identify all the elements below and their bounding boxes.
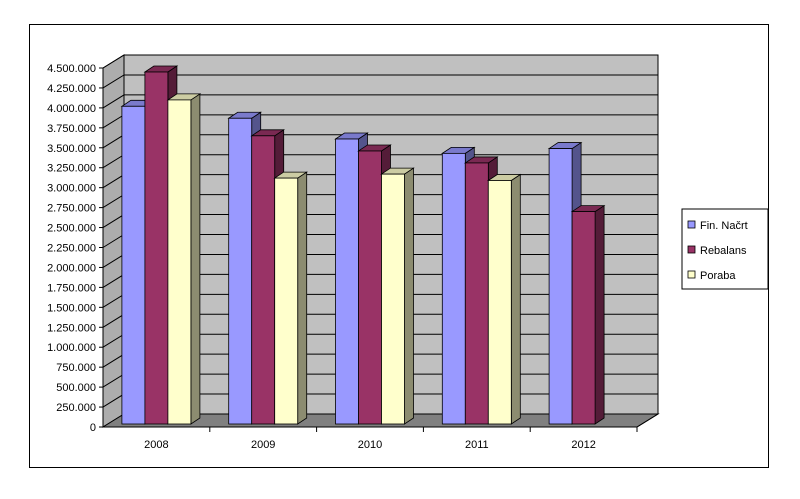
bar-side bbox=[510, 173, 521, 425]
y-axis-ticks: 0 250.000 500.000 750.000 1.000.000 1.250.000… bbox=[47, 63, 103, 434]
floor-edge bbox=[636, 413, 659, 428]
y-tick-label: 750.000 bbox=[56, 362, 96, 374]
y-tick-label: 3.750.000 bbox=[47, 123, 96, 135]
bars bbox=[120, 65, 606, 425]
bar-front bbox=[464, 162, 489, 425]
bar-front bbox=[167, 99, 192, 425]
bar-front bbox=[144, 71, 169, 425]
y-tick-label: 2.250.000 bbox=[47, 243, 96, 255]
bar-front bbox=[274, 177, 299, 425]
x-tick-label: 2010 bbox=[358, 439, 382, 451]
bar-front bbox=[335, 138, 359, 425]
gridline bbox=[102, 74, 658, 89]
bar-side bbox=[404, 167, 414, 425]
y-tick-label: 4.000.000 bbox=[47, 103, 96, 115]
gridline bbox=[102, 94, 658, 109]
legend: Fin. Načrt Rebalans Poraba bbox=[681, 208, 769, 290]
y-tick-label: 500.000 bbox=[56, 382, 96, 394]
bar-side bbox=[190, 93, 201, 425]
x-axis-ticks: 2008 2009 2010 2011 2012 bbox=[144, 427, 638, 451]
y-tick-label: 2.000.000 bbox=[47, 262, 96, 274]
bar-front bbox=[487, 180, 512, 425]
bar bbox=[486, 173, 522, 425]
legend-label: Rebalans bbox=[700, 245, 747, 257]
bar-side bbox=[594, 204, 605, 425]
y-tick-label: 3.500.000 bbox=[47, 143, 96, 155]
legend-label: Fin. Načrt bbox=[700, 220, 748, 232]
y-tick-label: 1.500.000 bbox=[47, 302, 96, 314]
y-tick-label: 1.750.000 bbox=[47, 282, 96, 294]
legend-swatch bbox=[687, 220, 696, 229]
bar bbox=[570, 204, 606, 425]
y-tick-label: 4.500.000 bbox=[47, 63, 96, 75]
y-tick-label: 4.250.000 bbox=[47, 83, 96, 95]
x-tick-label: 2011 bbox=[465, 439, 489, 451]
bar-front bbox=[121, 105, 146, 425]
y-tick-label: 3.250.000 bbox=[47, 163, 96, 175]
y-tick-label: 3.000.000 bbox=[47, 183, 96, 195]
legend-swatch bbox=[687, 270, 696, 279]
bar bbox=[166, 93, 202, 425]
legend-swatch bbox=[687, 245, 696, 254]
y-tick-label: 250.000 bbox=[56, 402, 96, 414]
x-tick-label: 2012 bbox=[571, 439, 595, 451]
bar-front bbox=[251, 135, 276, 425]
bar-front bbox=[548, 148, 573, 425]
y-tick-label: 0 bbox=[90, 422, 96, 434]
legend-label: Poraba bbox=[700, 270, 736, 282]
y-tick-label: 2.500.000 bbox=[47, 223, 96, 235]
bar-front bbox=[358, 150, 382, 425]
legend-box bbox=[681, 208, 769, 290]
bar bbox=[273, 171, 309, 425]
bar bbox=[380, 167, 415, 425]
bar-front bbox=[571, 211, 596, 425]
x-tick-label: 2009 bbox=[251, 439, 275, 451]
y-tick-label: 1.250.000 bbox=[47, 322, 96, 334]
bar-side bbox=[297, 171, 308, 425]
y-tick-label: 2.750.000 bbox=[47, 203, 96, 215]
y-tick-label: 1.000.000 bbox=[47, 342, 96, 354]
bar-front bbox=[228, 117, 253, 425]
gridline bbox=[102, 54, 658, 69]
bar-front bbox=[441, 152, 466, 425]
x-tick-label: 2008 bbox=[144, 439, 168, 451]
bar-front bbox=[381, 173, 405, 425]
